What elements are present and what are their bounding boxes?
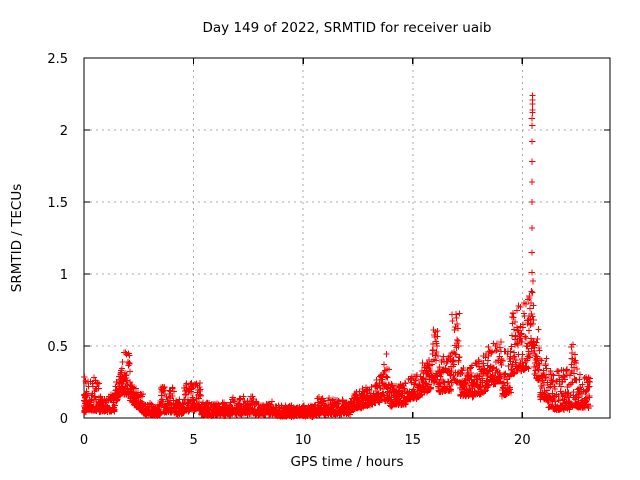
y-axis-label: SRMTID / TECUs [9,184,25,292]
x-tick-label: 0 [80,433,88,448]
plot-frame [83,57,611,419]
y-tick-label: 2.5 [47,52,68,67]
y-tick-label: 0 [60,412,68,427]
x-axis-label: GPS time / hours [290,454,403,470]
y-tick-label: 2 [60,124,68,139]
x-tick-label: 5 [189,433,197,448]
x-tick-label: 10 [295,433,312,448]
frame-rect [83,57,611,419]
y-tick-label: 1.5 [47,196,68,211]
x-tick-label: 20 [514,433,531,448]
x-tick-label: 15 [404,433,421,448]
grid-lines [84,58,610,418]
scatter-points [80,92,594,420]
tick-labels: 0 5 10 15 20 0 0.5 1 1.5 2 2.5 [47,52,530,448]
grid-path [84,58,610,418]
tick-marks-path [83,57,610,419]
y-tick-label: 0.5 [47,340,68,355]
data-points-path [80,92,594,420]
y-tick-label: 1 [60,268,68,283]
axis-ticks [83,57,610,419]
chart-title: Day 149 of 2022, SRMTID for receiver uai… [203,20,492,36]
